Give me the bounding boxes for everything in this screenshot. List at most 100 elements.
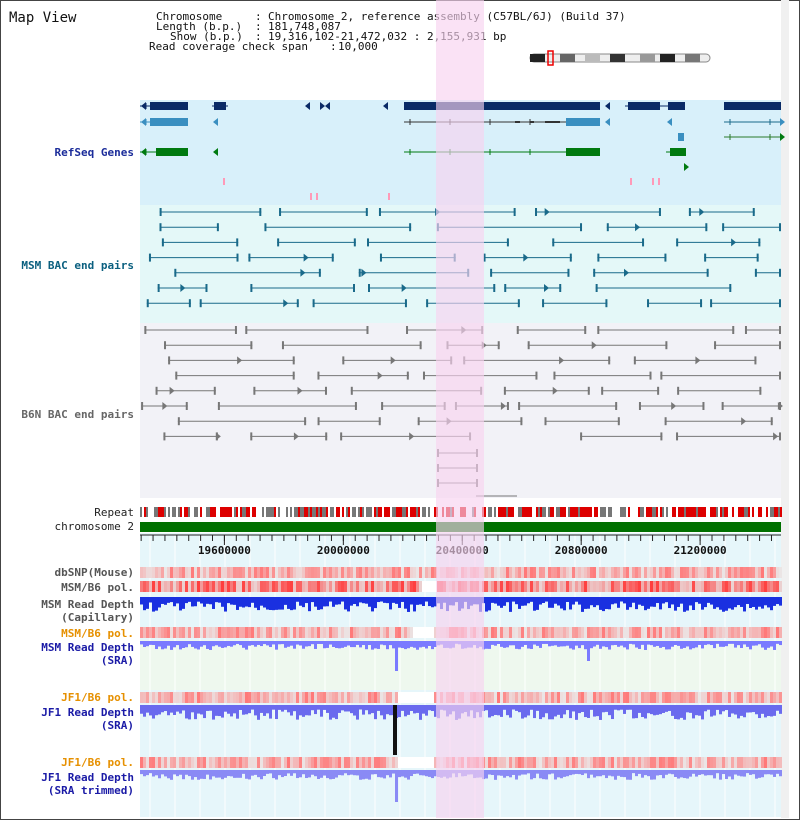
jf1-depth-sra-bar bbox=[254, 705, 257, 716]
msm-depth-cap-bar bbox=[398, 597, 401, 608]
dbsnp-cell bbox=[182, 567, 185, 578]
b6n-bac-track[interactable] bbox=[141, 326, 783, 497]
msm-depth-cap-bar bbox=[686, 597, 689, 611]
jf1-b6-pol-trim-cell bbox=[557, 757, 560, 768]
msm-bac-track[interactable] bbox=[146, 208, 781, 308]
msm-depth-cap-bar bbox=[395, 597, 398, 604]
msm-bac-end bbox=[264, 223, 267, 232]
jf1-b6-pol-cell bbox=[314, 692, 317, 703]
repeat-segment bbox=[610, 507, 612, 517]
b6n-bac-end bbox=[516, 326, 519, 334]
jf1-b6-pol-cell bbox=[761, 692, 764, 703]
jf1-depth-trim-bar bbox=[347, 770, 350, 776]
jf1-depth-sra-bar bbox=[509, 705, 512, 718]
jf1-b6-pol-cell bbox=[557, 692, 560, 703]
msm-depth-sra-bar bbox=[716, 641, 719, 644]
jf1-b6-pol-trim-cell bbox=[224, 757, 227, 768]
dbsnp-cell bbox=[632, 567, 635, 578]
track-label-msm-bac[interactable]: MSM BAC end pairs bbox=[21, 259, 134, 272]
msm-depth-sra-bar bbox=[605, 641, 608, 648]
msm-b6-pol-sra-cell bbox=[494, 627, 497, 638]
jf1-b6-pol-trim-cell bbox=[521, 757, 524, 768]
jf1-depth-sra-bar bbox=[722, 705, 725, 712]
jf1-depth-sra-bar bbox=[413, 705, 416, 714]
jf1-b6-pol-cell bbox=[425, 692, 428, 703]
jf1-depth-sra-bar bbox=[743, 705, 746, 718]
msm-depth-cap-bar bbox=[701, 597, 704, 610]
msm-depth-cap-bar bbox=[698, 597, 701, 604]
msm-depth-sra-bar bbox=[383, 641, 386, 646]
msm-bac-end bbox=[199, 299, 202, 308]
repeat-segment bbox=[256, 507, 258, 517]
msm-b6-pol-cell bbox=[515, 581, 518, 592]
jf1-depth-trim-bar bbox=[716, 770, 719, 774]
msm-b6-pol-sra-cell bbox=[716, 627, 719, 638]
jf1-b6-pol-trim-cell bbox=[350, 757, 353, 768]
jf1-depth-sra-bar bbox=[287, 705, 290, 713]
jf1-depth-trim-bar bbox=[770, 770, 773, 775]
jf1-b6-pol-trim-cell bbox=[401, 757, 404, 768]
msm-b6-pol-cell bbox=[698, 581, 701, 592]
track-label-b6n-bac[interactable]: B6N BAC end pairs bbox=[21, 408, 134, 421]
msm-b6-pol-sra-cell bbox=[215, 627, 218, 638]
dbsnp-cell bbox=[416, 567, 419, 578]
jf1-b6-pol-cell bbox=[371, 692, 374, 703]
msm-depth-sra-bar bbox=[356, 641, 359, 645]
msm-depth-sra-bar bbox=[278, 641, 281, 645]
jf1-b6-pol-trim-cell bbox=[620, 757, 623, 768]
track-label-dbsnp: dbSNP(Mouse) bbox=[54, 566, 134, 579]
repeat-segment bbox=[636, 507, 638, 517]
jf1-b6-pol-trim-cell bbox=[737, 757, 740, 768]
msm-depth-sra-bar bbox=[398, 641, 401, 648]
jf1-b6-pol-cell bbox=[317, 692, 320, 703]
b6n-bac-end bbox=[406, 326, 409, 334]
msm-b6-pol-sra-cell bbox=[524, 627, 527, 638]
jf1-b6-pol-trim-cell bbox=[407, 757, 410, 768]
repeat-segment bbox=[194, 507, 196, 517]
msm-b6-pol-sra-cell bbox=[578, 627, 581, 638]
chromosome-ideogram-icon[interactable] bbox=[529, 50, 711, 66]
jf1-depth-trim-bar bbox=[212, 770, 215, 777]
jf1-depth-sra-bar bbox=[371, 705, 374, 714]
dbsnp-cell bbox=[263, 567, 266, 578]
msm-b6-pol-cell bbox=[332, 581, 335, 592]
jf1-b6-pol-trim-cell bbox=[641, 757, 644, 768]
repeat-segment bbox=[700, 507, 702, 517]
dbsnp-cell bbox=[701, 567, 704, 578]
length-info-key: Length (b.p.) bbox=[156, 20, 243, 33]
jf1-depth-trim-bar bbox=[371, 770, 374, 775]
repeat-segment bbox=[242, 507, 244, 517]
jf1-depth-trim-bar bbox=[605, 770, 608, 779]
msm-depth-cap-bar bbox=[545, 597, 548, 602]
dbsnp-cell bbox=[299, 567, 302, 578]
repeat-segment bbox=[240, 507, 242, 517]
msm-bac-end bbox=[664, 253, 667, 262]
msm-depth-cap-bar bbox=[296, 597, 299, 602]
dbsnp-cell bbox=[641, 567, 644, 578]
gene-e-exon bbox=[724, 102, 781, 110]
track-label-refseq[interactable]: RefSeq Genes bbox=[54, 146, 134, 159]
msm-depth-sra-bar bbox=[371, 641, 374, 650]
msm-b6-pol-sra-cell bbox=[383, 627, 386, 638]
dbsnp-cell bbox=[671, 567, 674, 578]
dbsnp-cell bbox=[545, 567, 548, 578]
repeat-segment bbox=[498, 507, 500, 517]
jf1-b6-pol-trim-cell bbox=[392, 757, 395, 768]
b6n-bac-arrow bbox=[559, 356, 565, 365]
highlight-region[interactable] bbox=[436, 0, 484, 818]
msm-depth-sra-bar bbox=[650, 641, 653, 646]
dbsnp-cell bbox=[323, 567, 326, 578]
jf1-depth-sra-bar bbox=[497, 705, 500, 716]
jf1-b6-pol-trim-cell bbox=[179, 757, 182, 768]
msm-b6-pol-cell bbox=[314, 581, 317, 592]
msm-depth-sra-bar bbox=[659, 641, 662, 648]
jf1-b6-pol-trim-cell bbox=[536, 757, 539, 768]
msm-b6-pol-cell bbox=[776, 581, 779, 592]
jf1-depth-sra-bar bbox=[146, 705, 149, 713]
jf1-depth-trim-bar bbox=[542, 770, 545, 780]
jf1-b6-pol-trim-cell bbox=[590, 757, 593, 768]
msm-b6-pol-sra-cell bbox=[323, 627, 326, 638]
msm-depth-cap-bar bbox=[641, 597, 644, 606]
jf1-depth-sra-bar bbox=[521, 705, 524, 719]
